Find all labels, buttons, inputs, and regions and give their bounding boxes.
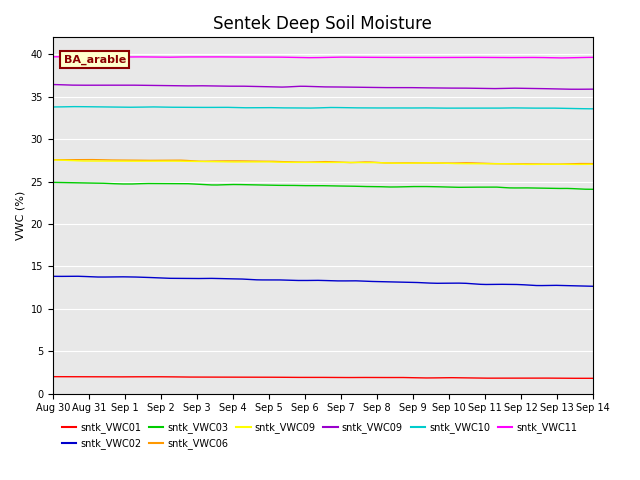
sntk_VWC11 bbox=[589, 55, 596, 60]
sntk_VWC09 bbox=[538, 86, 546, 92]
Line: sntk_VWC10: sntk_VWC10 bbox=[52, 107, 593, 109]
sntk_VWC09 bbox=[572, 162, 580, 168]
sntk_VWC01 bbox=[380, 375, 387, 381]
sntk_VWC02 bbox=[372, 279, 380, 285]
Legend: sntk_VWC01, sntk_VWC02, sntk_VWC03, sntk_VWC06, sntk_VWC09, sntk_VWC09, sntk_VWC: sntk_VWC01, sntk_VWC02, sntk_VWC03, sntk… bbox=[58, 419, 581, 453]
sntk_VWC09 bbox=[504, 161, 511, 167]
sntk_VWC09 bbox=[51, 157, 58, 163]
sntk_VWC09 bbox=[371, 84, 378, 90]
Line: sntk_VWC11: sntk_VWC11 bbox=[52, 57, 593, 58]
sntk_VWC10 bbox=[371, 105, 378, 111]
sntk_VWC09 bbox=[589, 86, 596, 92]
sntk_VWC06 bbox=[371, 159, 378, 165]
sntk_VWC02 bbox=[540, 283, 548, 288]
sntk_VWC01 bbox=[371, 375, 378, 381]
sntk_VWC03 bbox=[538, 185, 546, 191]
sntk_VWC10 bbox=[51, 104, 58, 110]
Line: sntk_VWC03: sntk_VWC03 bbox=[52, 182, 593, 189]
sntk_VWC01 bbox=[538, 375, 546, 381]
sntk_VWC09 bbox=[538, 161, 546, 167]
sntk_VWC01 bbox=[504, 375, 511, 381]
sntk_VWC06 bbox=[540, 161, 548, 167]
sntk_VWC10 bbox=[506, 105, 513, 111]
sntk_VWC02 bbox=[589, 283, 596, 289]
Line: sntk_VWC02: sntk_VWC02 bbox=[52, 276, 593, 286]
sntk_VWC02 bbox=[49, 274, 56, 279]
sntk_VWC09 bbox=[49, 157, 56, 163]
sntk_VWC09 bbox=[380, 84, 387, 90]
Y-axis label: VWC (%): VWC (%) bbox=[15, 191, 25, 240]
sntk_VWC10 bbox=[72, 104, 80, 109]
sntk_VWC03 bbox=[371, 184, 378, 190]
sntk_VWC11 bbox=[538, 55, 546, 60]
sntk_VWC06 bbox=[51, 157, 58, 163]
sntk_VWC09 bbox=[49, 82, 56, 87]
sntk_VWC09 bbox=[369, 160, 376, 166]
sntk_VWC09 bbox=[380, 160, 387, 166]
Line: sntk_VWC06: sntk_VWC06 bbox=[52, 160, 593, 164]
sntk_VWC06 bbox=[49, 157, 56, 163]
sntk_VWC01 bbox=[589, 375, 596, 381]
sntk_VWC09 bbox=[371, 160, 378, 166]
sntk_VWC06 bbox=[381, 160, 388, 166]
sntk_VWC02 bbox=[70, 273, 78, 279]
sntk_VWC03 bbox=[504, 185, 511, 191]
sntk_VWC01 bbox=[49, 374, 56, 380]
sntk_VWC10 bbox=[49, 104, 56, 110]
Text: BA_arable: BA_arable bbox=[63, 54, 126, 64]
sntk_VWC03 bbox=[589, 186, 596, 192]
sntk_VWC03 bbox=[49, 180, 56, 185]
Title: Sentek Deep Soil Moisture: Sentek Deep Soil Moisture bbox=[213, 15, 432, 33]
sntk_VWC09 bbox=[51, 82, 58, 87]
sntk_VWC11 bbox=[49, 54, 56, 60]
sntk_VWC11 bbox=[504, 55, 511, 60]
sntk_VWC03 bbox=[380, 184, 387, 190]
sntk_VWC11 bbox=[371, 54, 378, 60]
Line: sntk_VWC09: sntk_VWC09 bbox=[52, 160, 593, 165]
sntk_VWC11 bbox=[380, 55, 387, 60]
sntk_VWC02 bbox=[51, 274, 58, 279]
sntk_VWC10 bbox=[589, 106, 596, 112]
sntk_VWC10 bbox=[381, 105, 388, 111]
sntk_VWC06 bbox=[506, 161, 513, 167]
sntk_VWC11 bbox=[51, 54, 58, 60]
sntk_VWC11 bbox=[556, 55, 564, 61]
sntk_VWC03 bbox=[51, 180, 58, 185]
sntk_VWC02 bbox=[371, 278, 378, 284]
sntk_VWC09 bbox=[572, 86, 580, 92]
sntk_VWC02 bbox=[381, 279, 388, 285]
sntk_VWC09 bbox=[589, 161, 596, 167]
sntk_VWC06 bbox=[551, 161, 559, 167]
sntk_VWC01 bbox=[51, 374, 58, 380]
sntk_VWC10 bbox=[540, 105, 548, 111]
Line: sntk_VWC01: sntk_VWC01 bbox=[52, 377, 593, 378]
sntk_VWC10 bbox=[372, 105, 380, 111]
sntk_VWC06 bbox=[372, 159, 380, 165]
sntk_VWC03 bbox=[369, 184, 376, 190]
sntk_VWC09 bbox=[504, 85, 511, 91]
sntk_VWC06 bbox=[85, 157, 93, 163]
sntk_VWC02 bbox=[506, 281, 513, 287]
sntk_VWC11 bbox=[369, 54, 376, 60]
sntk_VWC06 bbox=[589, 161, 596, 167]
sntk_VWC09 bbox=[369, 84, 376, 90]
sntk_VWC01 bbox=[369, 375, 376, 381]
Line: sntk_VWC09: sntk_VWC09 bbox=[52, 84, 593, 89]
